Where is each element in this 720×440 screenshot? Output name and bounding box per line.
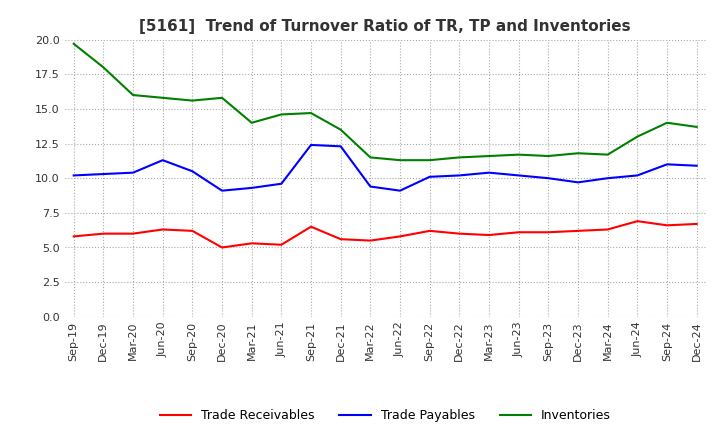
Inventories xyxy=(307,110,315,116)
Trade Payables xyxy=(396,188,405,193)
Title: [5161]  Trend of Turnover Ratio of TR, TP and Inventories: [5161] Trend of Turnover Ratio of TR, TP… xyxy=(140,19,631,34)
Inventories xyxy=(99,65,108,70)
Inventories xyxy=(217,95,226,100)
Trade Receivables xyxy=(544,230,553,235)
Trade Receivables xyxy=(188,228,197,234)
Trade Receivables xyxy=(129,231,138,236)
Inventories xyxy=(336,127,345,132)
Trade Payables xyxy=(426,174,434,180)
Inventories xyxy=(693,124,701,129)
Trade Payables xyxy=(307,142,315,147)
Trade Receivables xyxy=(603,227,612,232)
Inventories xyxy=(69,41,78,46)
Trade Payables xyxy=(633,173,642,178)
Trade Payables xyxy=(366,184,374,189)
Line: Trade Payables: Trade Payables xyxy=(73,145,697,191)
Trade Receivables xyxy=(336,237,345,242)
Trade Receivables xyxy=(158,227,167,232)
Trade Receivables xyxy=(217,245,226,250)
Trade Payables xyxy=(455,173,464,178)
Trade Receivables xyxy=(662,223,671,228)
Trade Receivables xyxy=(514,230,523,235)
Inventories xyxy=(366,155,374,160)
Trade Payables xyxy=(485,170,493,175)
Legend: Trade Receivables, Trade Payables, Inventories: Trade Receivables, Trade Payables, Inven… xyxy=(155,404,616,427)
Trade Receivables xyxy=(455,231,464,236)
Trade Payables xyxy=(662,161,671,167)
Inventories xyxy=(188,98,197,103)
Trade Receivables xyxy=(693,221,701,227)
Trade Receivables xyxy=(633,219,642,224)
Trade Payables xyxy=(217,188,226,193)
Trade Receivables xyxy=(69,234,78,239)
Inventories xyxy=(248,120,256,125)
Trade Payables xyxy=(188,169,197,174)
Inventories xyxy=(633,134,642,139)
Inventories xyxy=(129,92,138,98)
Trade Receivables xyxy=(248,241,256,246)
Inventories xyxy=(603,152,612,157)
Trade Payables xyxy=(129,170,138,175)
Trade Receivables xyxy=(485,232,493,238)
Trade Receivables xyxy=(366,238,374,243)
Trade Payables xyxy=(514,173,523,178)
Trade Payables xyxy=(544,176,553,181)
Inventories xyxy=(662,120,671,125)
Trade Payables xyxy=(248,185,256,191)
Trade Receivables xyxy=(277,242,286,247)
Inventories xyxy=(455,155,464,160)
Trade Payables xyxy=(277,181,286,187)
Trade Receivables xyxy=(396,234,405,239)
Inventories xyxy=(544,154,553,159)
Trade Payables xyxy=(69,173,78,178)
Trade Receivables xyxy=(426,228,434,234)
Trade Receivables xyxy=(574,228,582,234)
Inventories xyxy=(426,158,434,163)
Line: Inventories: Inventories xyxy=(73,44,697,160)
Trade Payables xyxy=(99,172,108,177)
Inventories xyxy=(574,150,582,156)
Trade Payables xyxy=(693,163,701,169)
Inventories xyxy=(514,152,523,157)
Line: Trade Receivables: Trade Receivables xyxy=(73,221,697,247)
Inventories xyxy=(485,154,493,159)
Inventories xyxy=(277,112,286,117)
Trade Receivables xyxy=(307,224,315,229)
Trade Payables xyxy=(336,144,345,149)
Trade Payables xyxy=(574,180,582,185)
Trade Payables xyxy=(158,158,167,163)
Trade Payables xyxy=(603,176,612,181)
Trade Receivables xyxy=(99,231,108,236)
Inventories xyxy=(158,95,167,100)
Inventories xyxy=(396,158,405,163)
